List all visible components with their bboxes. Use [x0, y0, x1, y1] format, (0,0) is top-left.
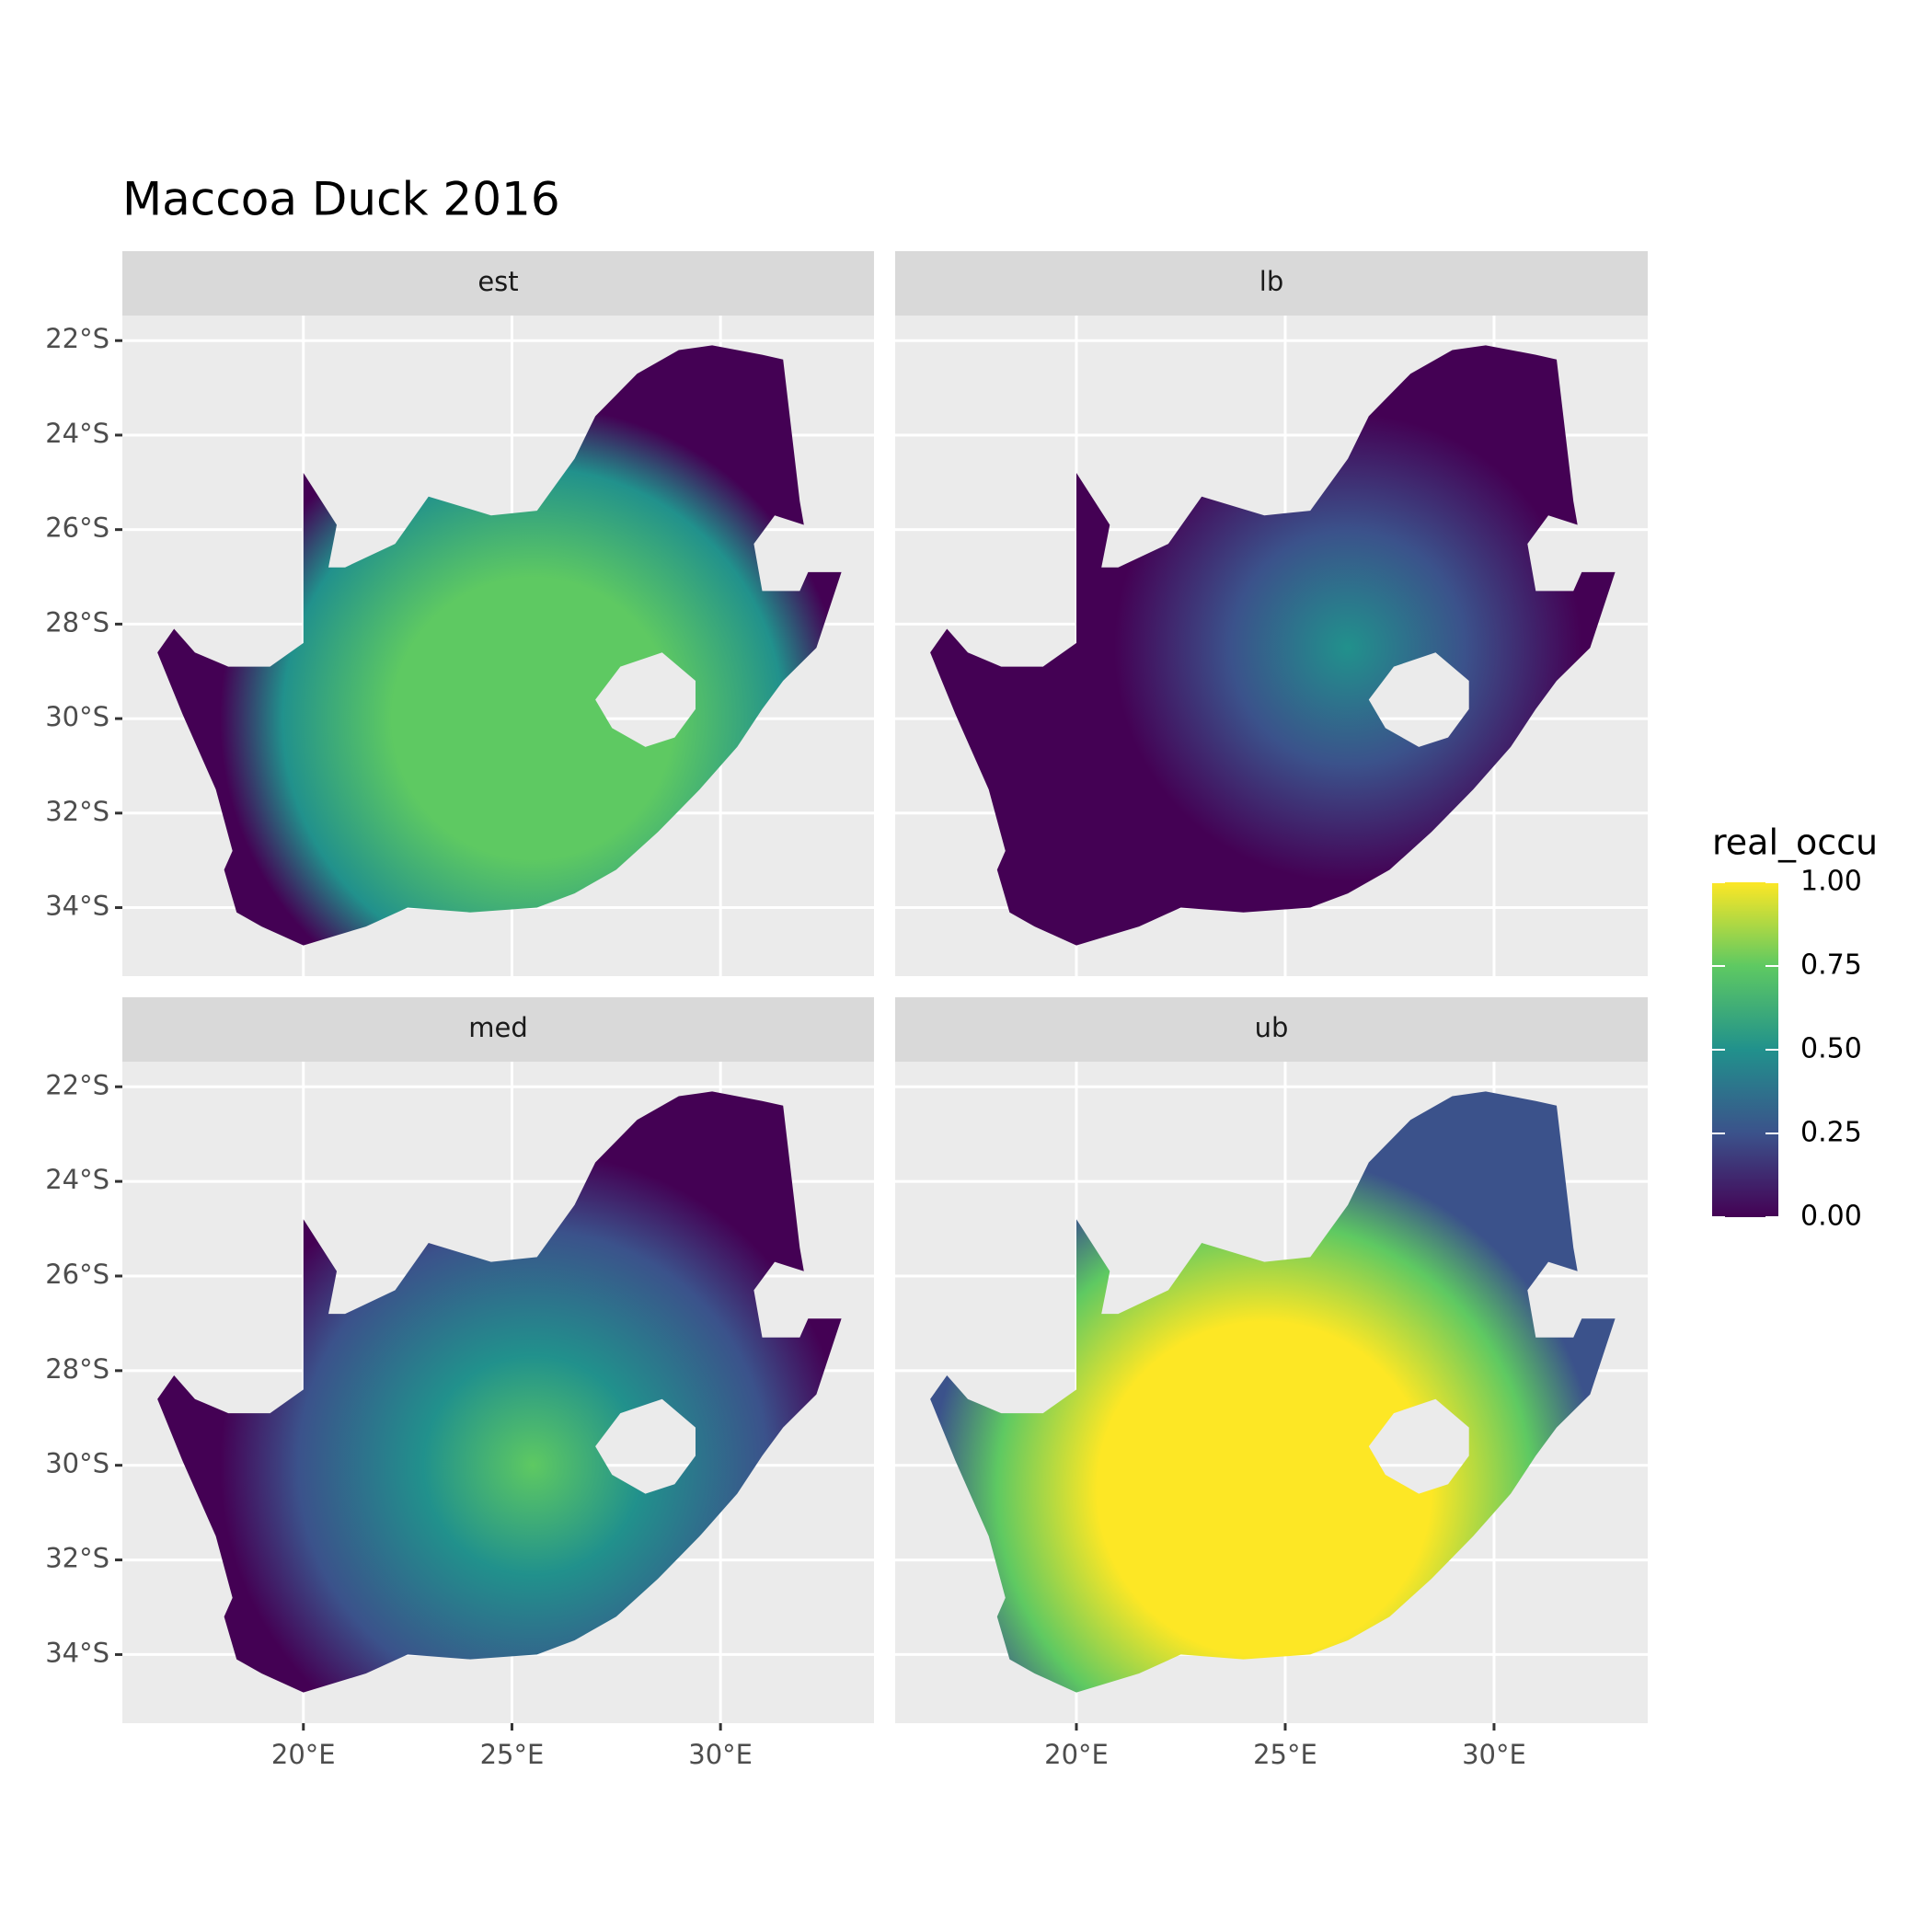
y-tick-label: 28°S — [45, 1353, 109, 1385]
facet-strip — [122, 997, 874, 1062]
y-tick-label: 22°S — [45, 323, 109, 354]
facet-strip — [895, 251, 1648, 316]
occupancy-map — [930, 345, 1616, 946]
facet-strip — [122, 251, 874, 316]
y-tick-label: 30°S — [45, 1448, 109, 1479]
facet-label: est — [477, 266, 518, 297]
facet-label: ub — [1255, 1012, 1289, 1043]
x-tick-label: 20°E — [1044, 1739, 1109, 1770]
y-tick-label: 32°S — [45, 796, 109, 827]
facet-label: med — [468, 1012, 528, 1043]
x-tick-label: 30°E — [688, 1739, 753, 1770]
y-tick-label: 26°S — [45, 512, 109, 544]
legend-tick-label: 0.50 — [1800, 1033, 1862, 1065]
y-tick-label: 34°S — [45, 1637, 109, 1668]
y-tick-label: 28°S — [45, 606, 109, 638]
x-tick-label: 25°E — [1253, 1739, 1317, 1770]
x-tick-label: 25°E — [480, 1739, 545, 1770]
legend-tick-label: 0.25 — [1800, 1117, 1862, 1149]
occupancy-map — [157, 345, 842, 946]
occupancy-map — [157, 1091, 842, 1693]
facet-strip — [895, 997, 1648, 1062]
y-tick-label: 24°S — [45, 1164, 109, 1195]
y-tick-label: 32°S — [45, 1543, 109, 1574]
legend-tick-label: 1.00 — [1800, 866, 1862, 898]
x-tick-label: 20°E — [271, 1739, 336, 1770]
y-tick-label: 26°S — [45, 1259, 109, 1290]
x-tick-label: 30°E — [1462, 1739, 1526, 1770]
legend-tick-label: 0.00 — [1800, 1201, 1862, 1233]
occupancy-map — [930, 1091, 1616, 1693]
y-tick-label: 22°S — [45, 1069, 109, 1100]
legend-title: real_occu — [1712, 822, 1878, 863]
legend-tick-label: 0.75 — [1800, 949, 1862, 982]
facet-label: lb — [1259, 266, 1283, 297]
chart-title: Maccoa Duck 2016 — [122, 173, 560, 226]
y-tick-label: 34°S — [45, 891, 109, 922]
y-tick-label: 24°S — [45, 418, 109, 449]
y-tick-label: 30°S — [45, 701, 109, 732]
